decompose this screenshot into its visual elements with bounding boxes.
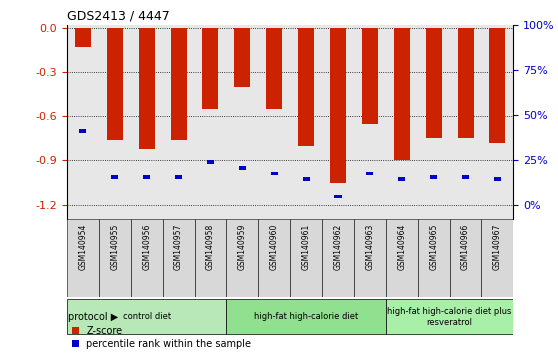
Text: control diet: control diet [123, 312, 171, 321]
Bar [139, 28, 155, 149]
Bar [386, 219, 418, 297]
Bar [99, 219, 131, 297]
Bar [107, 28, 123, 140]
Bar [430, 176, 437, 179]
Bar [271, 172, 278, 175]
Bar [131, 219, 162, 297]
Legend: Z-score, percentile rank within the sample: Z-score, percentile rank within the samp… [72, 326, 252, 349]
Bar [386, 25, 418, 219]
Bar [207, 160, 214, 164]
Bar [354, 219, 386, 297]
Bar [227, 299, 386, 334]
Bar [195, 219, 227, 297]
Text: GSM140965: GSM140965 [429, 223, 438, 270]
Text: GSM140958: GSM140958 [206, 223, 215, 270]
Bar [227, 25, 258, 219]
Bar [258, 25, 290, 219]
Bar [99, 25, 131, 219]
Bar [258, 219, 290, 297]
Text: GSM140966: GSM140966 [461, 223, 470, 270]
Bar [75, 28, 91, 47]
Text: GSM140957: GSM140957 [174, 223, 183, 270]
Bar [234, 28, 251, 87]
Bar [322, 25, 354, 219]
Text: GSM140963: GSM140963 [365, 223, 374, 270]
Text: GSM140962: GSM140962 [334, 223, 343, 270]
Bar [462, 176, 469, 179]
Text: GSM140961: GSM140961 [302, 223, 311, 270]
Bar [162, 25, 195, 219]
Bar [450, 219, 482, 297]
Bar [322, 219, 354, 297]
Bar [227, 219, 258, 297]
Bar [330, 28, 346, 183]
Bar [482, 25, 513, 219]
Bar [458, 28, 474, 138]
Bar [195, 25, 227, 219]
Bar [334, 195, 341, 198]
Bar [366, 172, 373, 175]
Bar [67, 299, 227, 334]
Bar [398, 177, 405, 181]
Bar [175, 176, 182, 179]
Bar [426, 28, 441, 138]
Bar [450, 25, 482, 219]
Bar [79, 130, 86, 133]
Bar [67, 25, 99, 219]
Bar [362, 28, 378, 124]
Bar [131, 25, 162, 219]
Bar [143, 176, 150, 179]
Bar [394, 28, 410, 160]
Bar [111, 176, 118, 179]
Text: GSM140964: GSM140964 [397, 223, 406, 270]
Bar [203, 28, 218, 109]
Bar [162, 219, 195, 297]
Bar [290, 219, 322, 297]
Text: GDS2413 / 4447: GDS2413 / 4447 [67, 9, 170, 22]
Bar [302, 177, 310, 181]
Text: GSM140955: GSM140955 [110, 223, 119, 270]
Bar [171, 28, 186, 140]
Bar [386, 299, 513, 334]
Bar [418, 219, 450, 297]
Text: GSM140959: GSM140959 [238, 223, 247, 270]
Bar [354, 25, 386, 219]
Text: protocol ▶: protocol ▶ [68, 312, 118, 322]
Bar [494, 177, 501, 181]
Bar [67, 219, 99, 297]
Text: high-fat high-calorie diet plus
resveratrol: high-fat high-calorie diet plus resverat… [387, 307, 512, 326]
Bar [239, 166, 246, 170]
Text: GSM140956: GSM140956 [142, 223, 151, 270]
Text: high-fat high-calorie diet: high-fat high-calorie diet [254, 312, 358, 321]
Text: GSM140967: GSM140967 [493, 223, 502, 270]
Bar [290, 25, 322, 219]
Bar [489, 28, 506, 143]
Bar [266, 28, 282, 109]
Bar [482, 219, 513, 297]
Bar [418, 25, 450, 219]
Text: GSM140954: GSM140954 [79, 223, 88, 270]
Bar [298, 28, 314, 146]
Text: GSM140960: GSM140960 [270, 223, 278, 270]
